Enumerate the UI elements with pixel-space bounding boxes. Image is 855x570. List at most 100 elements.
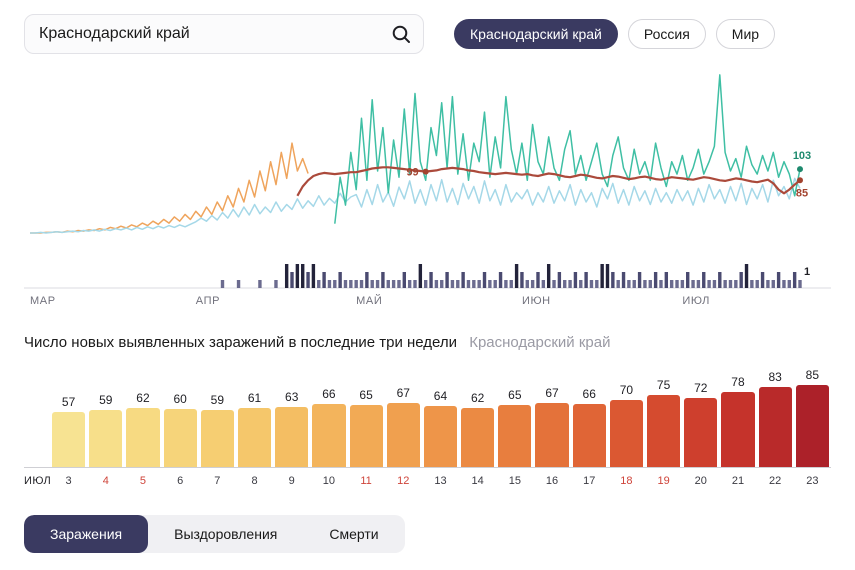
daily-bar	[52, 412, 86, 467]
timeline-month-label: ИЮЛ	[682, 295, 710, 307]
chart-annotation: 1	[804, 266, 810, 278]
deaths-bar	[766, 280, 770, 288]
deaths-bar	[664, 272, 669, 288]
day-label: 3	[65, 475, 72, 487]
deaths-bar	[552, 280, 556, 288]
bar-value-label: 59	[99, 393, 113, 408]
bar-value-label: 62	[136, 390, 150, 405]
deaths-bar	[702, 272, 706, 288]
deaths-bar	[680, 280, 685, 288]
daily-bar-slot: 65	[349, 388, 383, 467]
deaths-bar	[440, 280, 444, 288]
bar-value-label: 67	[545, 385, 559, 400]
daily-bar	[461, 407, 495, 467]
daily-bar	[572, 403, 606, 467]
day-label: 15	[508, 475, 521, 487]
daily-bar	[684, 397, 718, 467]
bar-value-label: 83	[768, 370, 782, 385]
day-label: 8	[251, 475, 258, 487]
deaths-bar	[306, 272, 310, 288]
deaths-bar	[359, 280, 364, 288]
metric-tabs: Заражения Выздоровления Смерти	[24, 515, 405, 553]
deaths-bar	[792, 272, 797, 288]
daily-bar-slot: 83	[758, 370, 792, 467]
deaths-bar	[370, 280, 374, 288]
bar-value-label: 67	[396, 385, 410, 400]
deaths-bar	[423, 280, 428, 288]
daily-bar	[237, 408, 272, 467]
deaths-bar	[418, 264, 423, 288]
daily-bar	[163, 409, 197, 467]
day-label: 18	[620, 475, 633, 487]
daily-bar	[647, 395, 681, 467]
deaths-bar	[712, 280, 717, 288]
search-box[interactable]	[24, 14, 424, 54]
day-label: 13	[434, 475, 447, 487]
chart-annotation: 85	[796, 187, 808, 199]
day-label: 16	[545, 475, 559, 487]
search-input[interactable]	[37, 24, 391, 44]
region-pill-0[interactable]: Краснодарский край	[454, 19, 618, 49]
daily-bar-slot: 78	[721, 375, 755, 467]
deaths-bar	[413, 280, 417, 288]
deaths-bar	[573, 272, 578, 288]
day-label: 21	[731, 475, 745, 487]
daily-bar	[89, 410, 123, 467]
deaths-bar	[365, 272, 369, 288]
deaths-bar	[541, 280, 546, 288]
day-label: 11	[360, 475, 372, 487]
deaths-bar	[557, 272, 562, 288]
daily-bar-slot: 85	[795, 368, 829, 467]
bar-value-label: 78	[731, 375, 745, 390]
daily-bar-slot: 59	[89, 393, 123, 467]
deaths-bar	[798, 280, 802, 288]
daily-bar	[758, 387, 792, 467]
deaths-bar	[434, 280, 439, 288]
deaths-bar	[595, 280, 599, 288]
deaths-bar	[375, 280, 380, 288]
day-label: 14	[471, 475, 484, 487]
region-pill-1[interactable]: Россия	[627, 19, 706, 49]
deaths-bar	[546, 264, 551, 288]
line-end-dot	[797, 166, 803, 173]
region-pill-2[interactable]: Мир	[715, 19, 776, 49]
deaths-bar	[696, 280, 701, 288]
deaths-bar	[498, 272, 503, 288]
tab-0[interactable]: Заражения	[24, 515, 149, 553]
daily-bar	[312, 403, 346, 467]
region-switcher: Краснодарский край Россия Мир	[454, 19, 776, 49]
header: Краснодарский край Россия Мир	[0, 0, 855, 54]
day-label: 22	[769, 475, 782, 487]
deaths-bar	[338, 272, 342, 288]
deaths-bar	[466, 280, 471, 288]
deaths-bar	[760, 272, 765, 288]
tab-2[interactable]: Смерти	[329, 526, 379, 542]
deaths-bar	[461, 272, 465, 288]
deaths-bar	[675, 280, 679, 288]
tab-1[interactable]: Выздоровления	[174, 526, 278, 542]
deaths-bar	[333, 280, 337, 288]
bar-value-label: 66	[322, 386, 336, 401]
daily-bar-slot: 75	[647, 378, 681, 467]
deaths-bar	[402, 272, 407, 288]
bar-value-label: 72	[694, 380, 708, 395]
timeline-month-label: ИЮН	[522, 295, 551, 307]
deaths-bar	[520, 272, 524, 288]
bar-value-label: 65	[508, 387, 522, 402]
daily-bar	[386, 402, 420, 467]
deaths-bar	[621, 272, 626, 288]
deaths-bar	[284, 264, 289, 288]
day-label: 9	[288, 475, 295, 487]
deaths-bar	[739, 272, 743, 288]
bar-value-label: 59	[210, 393, 225, 408]
search-icon[interactable]	[391, 24, 411, 44]
deaths-bar	[456, 280, 460, 288]
deaths-bar	[386, 280, 390, 288]
timeline-month-label: МАЙ	[356, 294, 382, 307]
deaths-bar	[354, 280, 358, 288]
deaths-bar	[686, 272, 690, 288]
timeline-chart[interactable]: МАР АПР МАЙ ИЮН ИЮЛ 99 103 85 1	[0, 60, 855, 310]
deaths-bar	[653, 272, 658, 288]
darkred-line	[296, 166, 801, 197]
daily-bar-chart[interactable]: 57 59 62 60 59 61 63 66 65 67 64 62 65 67 66 70 75 72 78 83…	[24, 365, 831, 487]
